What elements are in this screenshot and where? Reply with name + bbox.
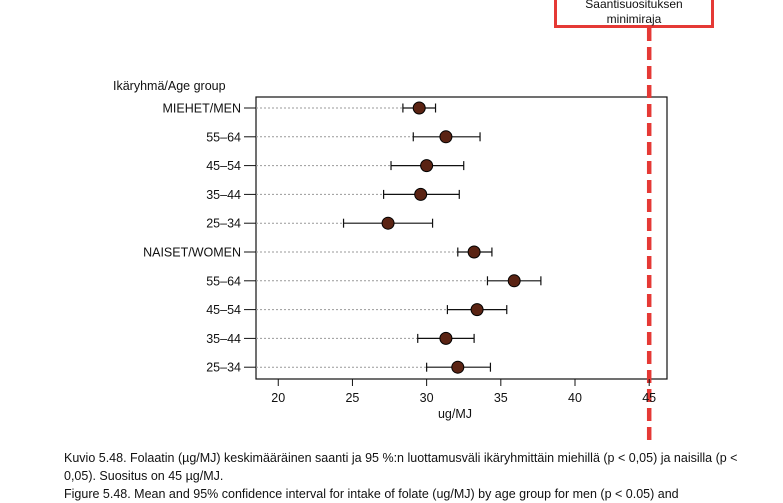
dot-whisker-chart: Ikäryhmä/Age group MIEHET/MEN 55–64 45–54 3… [113,28,668,440]
x-tick-label: 45 [642,391,656,405]
row-2: 45–54 [206,159,465,173]
mean-point [470,303,484,317]
row-9: 25–34 [206,360,492,375]
row-7: 45–54 [206,303,508,317]
row-8: 35–44 [206,331,475,346]
row-0: MIEHET/MEN [163,101,437,116]
row-label: NAISET/WOMEN [143,246,241,260]
x-tick-label: 20 [271,391,285,405]
reference-label-line1: Saantisuosituksen [585,0,683,11]
x-axis-label: ug/MJ [438,407,472,421]
row-label: MIEHET/MEN [163,102,241,116]
row-label: 45–54 [206,159,241,173]
row-5: NAISET/WOMEN [143,245,493,260]
mean-point [507,274,521,288]
mean-point [420,159,434,173]
x-tick-label: 30 [420,391,434,405]
caption-finnish: Kuvio 5.48. Folaatin (µg/MJ) keskimääräi… [64,451,738,483]
row-6: 55–64 [206,274,542,288]
row-label: 55–64 [206,130,241,144]
reference-label-line2: minimiraja [606,12,662,26]
mean-point [412,101,426,115]
row-label: 35–44 [206,332,241,346]
row-1: 55–64 [206,130,481,144]
row-label: 25–34 [206,217,241,231]
mean-point [439,130,453,144]
caption-english: Figure 5.48. Mean and 95% confidence int… [64,487,679,501]
row-label: 25–34 [206,361,241,375]
mean-point [467,245,481,259]
row-label: 55–64 [206,274,241,288]
group-label: Ikäryhmä/Age group [113,79,226,93]
x-tick-label: 40 [568,391,582,405]
row-label: 35–44 [206,188,241,202]
reference-callout-box: Saantisuosituksen minimiraja [554,0,714,28]
mean-point [439,331,453,345]
row-label: 45–54 [206,303,241,317]
mean-point [451,360,465,374]
x-tick-label: 35 [494,391,508,405]
row-3: 35–44 [206,187,460,202]
x-tick-label: 25 [345,391,359,405]
plot-frame [255,96,668,380]
row-4: 25–34 [206,216,434,231]
mean-point [381,216,395,230]
mean-point [414,187,428,201]
